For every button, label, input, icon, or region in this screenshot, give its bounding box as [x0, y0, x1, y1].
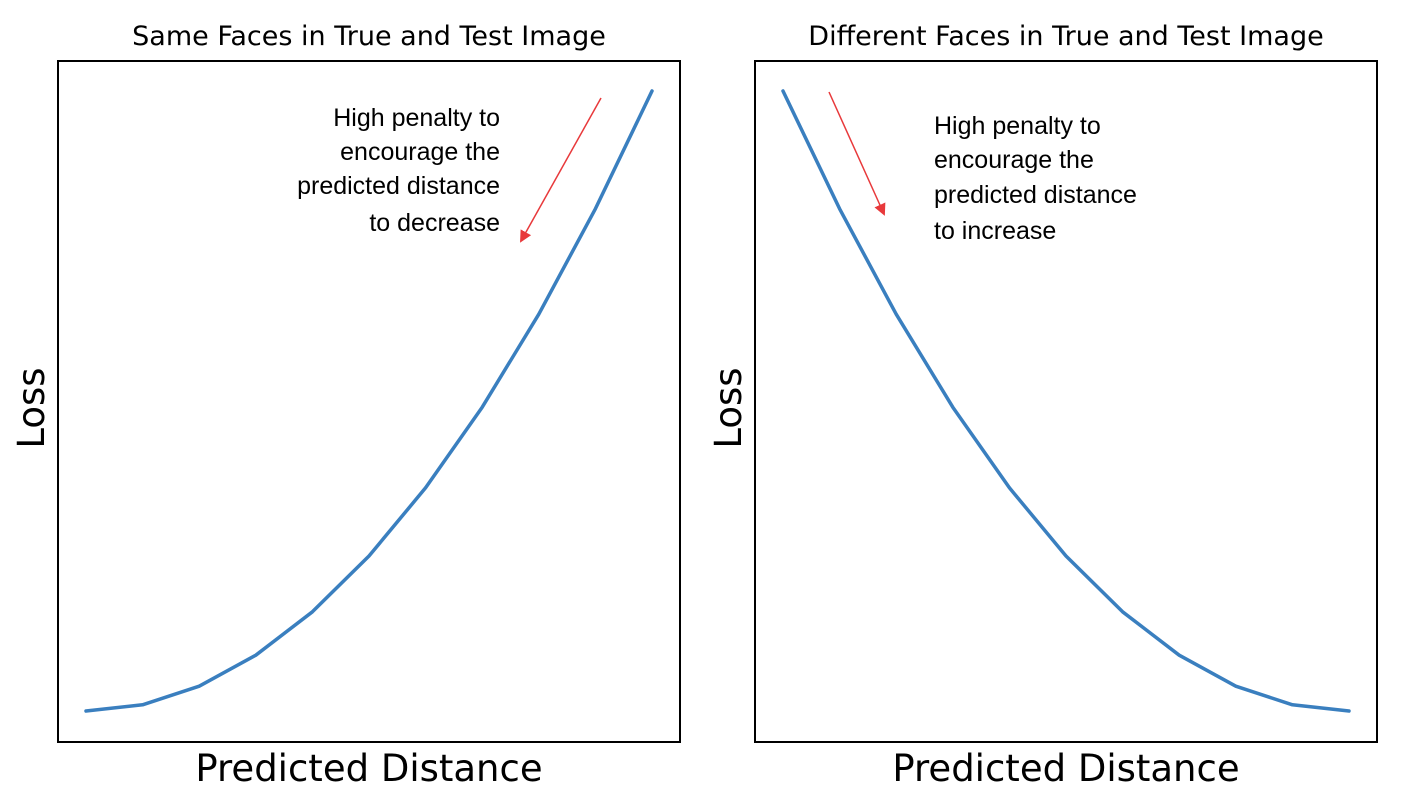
series-group: [84, 89, 654, 713]
series-line: [84, 89, 654, 713]
chart-title: Different Faces in True and Test Image: [808, 21, 1323, 52]
series-group: [781, 89, 1351, 713]
annotation-line: encourage the: [934, 146, 1094, 174]
annotation-line: encourage the: [340, 138, 500, 166]
series-line: [781, 89, 1351, 713]
x-axis-label: Predicted Distance: [195, 747, 542, 790]
plot-area-frame: [57, 60, 681, 743]
y-axis-label: Loss: [10, 367, 53, 448]
annotation-line: predicted distance: [934, 181, 1137, 209]
annotation-line: to decrease: [369, 209, 500, 237]
annotation: High penalty to encourage the predicted …: [828, 91, 1137, 245]
annotation: High penalty to encourage the predicted …: [297, 97, 602, 243]
plot-area-frame: [754, 60, 1378, 743]
chart-title: Same Faces in True and Test Image: [132, 21, 606, 52]
y-axis-label: Loss: [707, 367, 750, 448]
chart-panel-same-faces: Same Faces in True and Test Image Predic…: [10, 21, 681, 790]
annotation-line: High penalty to: [934, 112, 1101, 140]
annotation-line: to increase: [934, 217, 1056, 245]
annotation-arrow: [828, 91, 886, 216]
annotation-line: predicted distance: [297, 172, 500, 200]
x-axis-label: Predicted Distance: [892, 747, 1239, 790]
annotation-line: High penalty to: [333, 104, 500, 132]
chart-panel-different-faces: Different Faces in True and Test Image P…: [707, 21, 1378, 790]
annotation-arrow: [520, 97, 602, 243]
